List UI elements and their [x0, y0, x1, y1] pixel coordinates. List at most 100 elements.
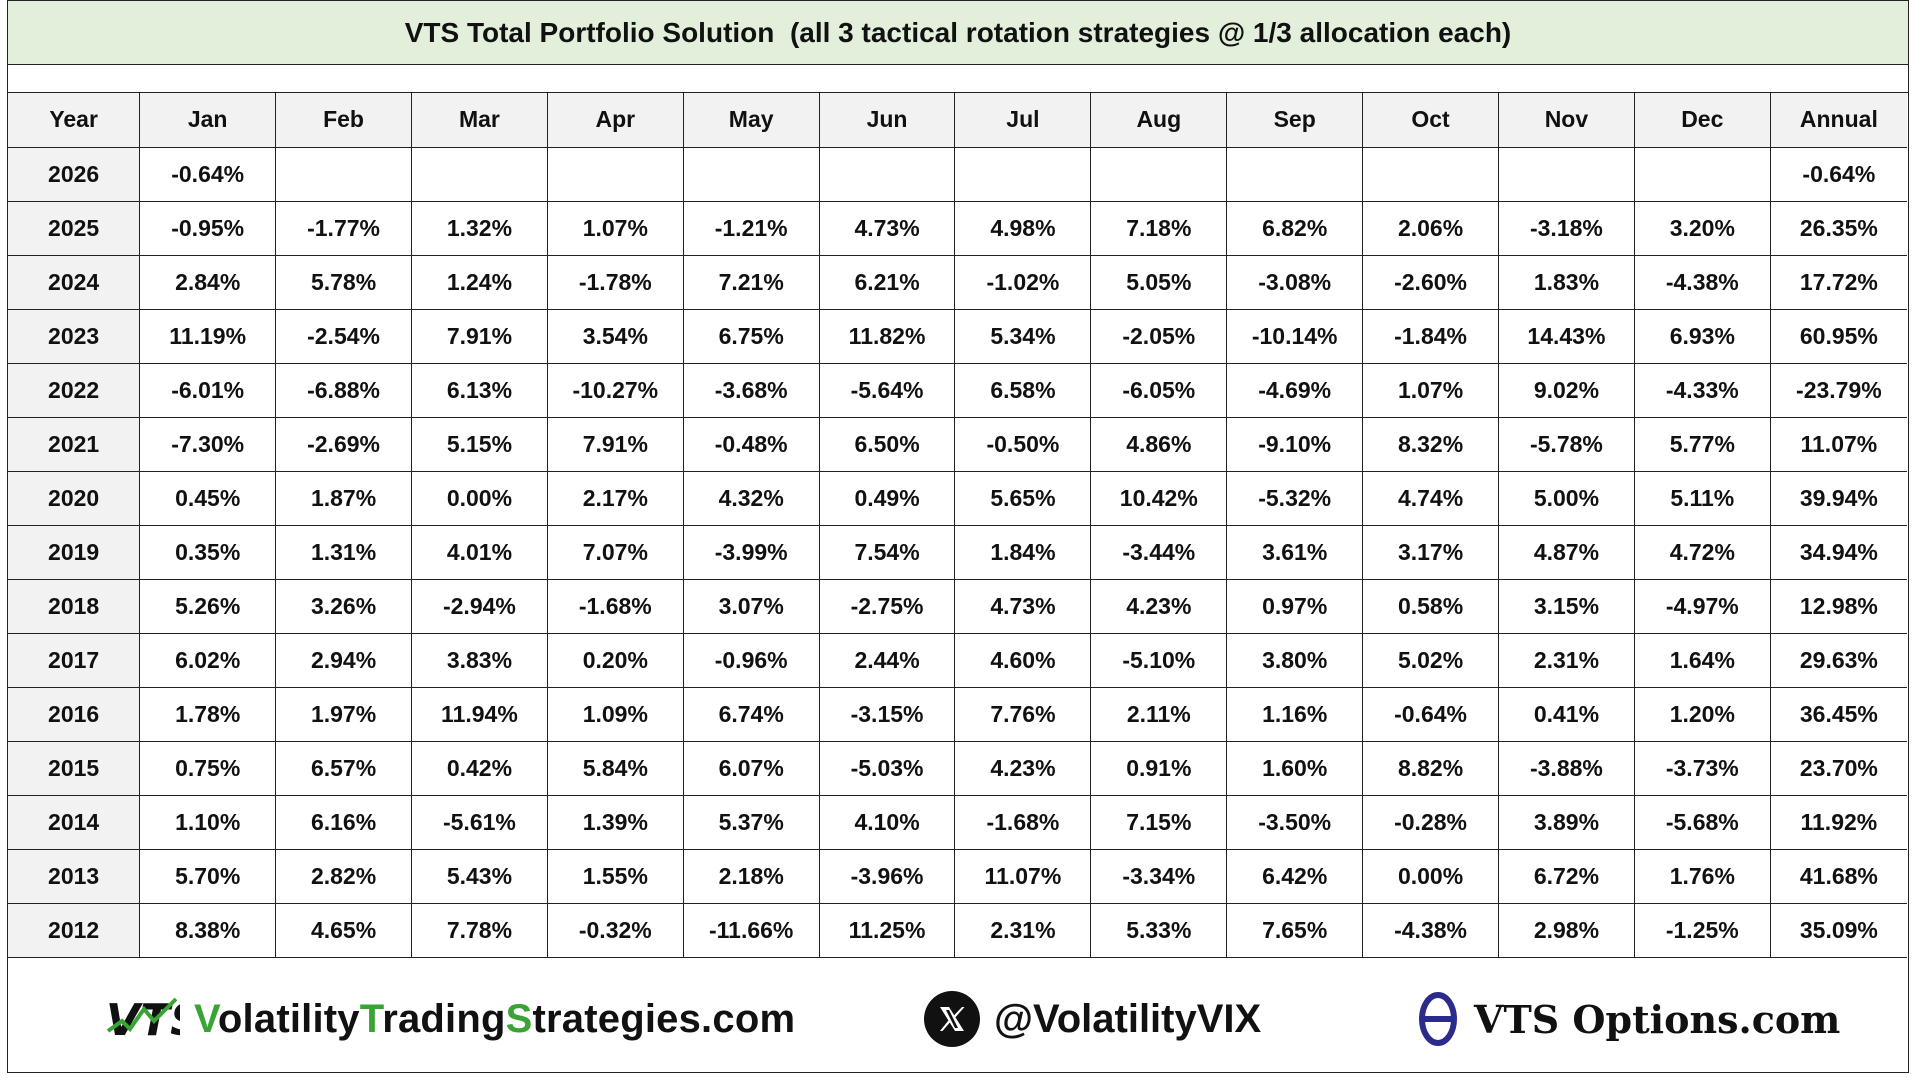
month-cell: 5.15%: [410, 416, 548, 472]
month-cell: 6.02%: [139, 632, 277, 688]
footer: VTS VolatilityTradingStrategies.com @Vol…: [8, 961, 1908, 1073]
month-cell: 8.82%: [1362, 740, 1499, 796]
column-header-nov: Nov: [1497, 93, 1635, 148]
table-row: 2026 -0.64% -0.64%: [8, 146, 1907, 202]
brand-text-part: rading: [382, 996, 506, 1041]
column-header-annual: Annual: [1769, 93, 1907, 148]
table-row: 2020 0.45% 1.87% 0.00% 2.17% 4.32% 0.49% 5.65% 1…: [8, 470, 1907, 526]
brand-text-part: T: [359, 996, 383, 1041]
brand-text-part: olatility: [217, 996, 360, 1041]
month-cell: 4.23%: [1090, 578, 1228, 634]
month-cell: 7.15%: [1090, 794, 1228, 850]
month-cell: 7.91%: [410, 308, 548, 364]
month-cell: 4.86%: [1090, 416, 1228, 472]
column-header-mar: Mar: [410, 93, 548, 148]
table-row: 2023 11.19% -2.54% 7.91% 3.54% 6.75% 11.82% 5.3…: [8, 308, 1907, 364]
month-cell: -5.78%: [1497, 416, 1635, 472]
year-cell: 2014: [8, 794, 141, 850]
month-cell: 2.44%: [818, 632, 956, 688]
month-cell: 1.20%: [1633, 686, 1771, 742]
month-cell: [1633, 146, 1771, 202]
month-cell: 1.32%: [410, 200, 548, 256]
month-cell: 1.76%: [1633, 848, 1771, 904]
table-row: 2016 1.78% 1.97% 11.94% 1.09% 6.74% -3.15% 7.76…: [8, 686, 1907, 742]
month-cell: -1.77%: [275, 200, 412, 256]
column-header-year: Year: [8, 93, 141, 148]
month-cell: 0.91%: [1090, 740, 1228, 796]
month-cell: 4.01%: [410, 524, 548, 580]
month-cell: -3.08%: [1226, 254, 1364, 310]
month-cell: 7.78%: [410, 902, 548, 958]
table-row: 2018 5.26% 3.26% -2.94% -1.68% 3.07% -2.75% 4.7…: [8, 578, 1907, 634]
month-cell: 2.17%: [546, 470, 684, 526]
month-cell: 3.61%: [1226, 524, 1364, 580]
month-cell: 4.73%: [954, 578, 1092, 634]
month-cell: 2.98%: [1497, 902, 1635, 958]
month-cell: 2.94%: [275, 632, 412, 688]
brand-website[interactable]: VolatilityTradingStrategies.com: [194, 997, 795, 1042]
month-cell: 7.21%: [682, 254, 820, 310]
month-cell: 4.74%: [1362, 470, 1499, 526]
month-cell: -3.88%: [1497, 740, 1635, 796]
month-cell: -3.34%: [1090, 848, 1228, 904]
month-cell: 0.49%: [818, 470, 956, 526]
month-cell: 5.33%: [1090, 902, 1228, 958]
month-cell: -4.38%: [1362, 902, 1499, 958]
month-cell: 7.65%: [1226, 902, 1364, 958]
month-cell: 6.58%: [954, 362, 1092, 418]
month-cell: 3.80%: [1226, 632, 1364, 688]
month-cell: 1.24%: [410, 254, 548, 310]
month-cell: 1.64%: [1633, 632, 1771, 688]
month-cell: 9.02%: [1497, 362, 1635, 418]
month-cell: [1362, 146, 1499, 202]
month-cell: 11.25%: [818, 902, 956, 958]
brand-text-part: V: [194, 996, 218, 1041]
month-cell: 6.57%: [275, 740, 412, 796]
month-cell: -1.68%: [546, 578, 684, 634]
month-cell: -2.69%: [275, 416, 412, 472]
annual-cell: 34.94%: [1769, 524, 1907, 580]
month-cell: 3.26%: [275, 578, 412, 634]
x-handle[interactable]: @VolatilityVIX: [924, 991, 1261, 1047]
month-cell: -2.05%: [1090, 308, 1228, 364]
month-cell: 1.31%: [275, 524, 412, 580]
month-cell: -0.32%: [546, 902, 684, 958]
vts-options[interactable]: VTS Options.com: [1416, 991, 1840, 1047]
month-cell: [1226, 146, 1364, 202]
month-cell: -3.18%: [1497, 200, 1635, 256]
month-cell: -0.48%: [682, 416, 820, 472]
brand-text-part: trategies.com: [532, 996, 796, 1041]
month-cell: 2.31%: [954, 902, 1092, 958]
month-cell: -3.99%: [682, 524, 820, 580]
month-cell: 4.87%: [1497, 524, 1635, 580]
month-cell: 7.07%: [546, 524, 684, 580]
month-cell: -2.54%: [275, 308, 412, 364]
vts-options-text: VTS Options.com: [1474, 996, 1841, 1042]
year-cell: 2015: [8, 740, 141, 796]
x-logo-icon: [924, 991, 980, 1047]
year-cell: 2018: [8, 578, 141, 634]
spacer-row: [8, 65, 1908, 93]
annual-cell: 29.63%: [1769, 632, 1907, 688]
month-cell: -0.28%: [1362, 794, 1499, 850]
month-cell: 3.15%: [1497, 578, 1635, 634]
month-cell: -5.64%: [818, 362, 956, 418]
month-cell: 1.16%: [1226, 686, 1364, 742]
month-cell: 6.82%: [1226, 200, 1364, 256]
month-cell: 0.97%: [1226, 578, 1364, 634]
month-cell: 1.78%: [139, 686, 277, 742]
table-row: 2013 5.70% 2.82% 5.43% 1.55% 2.18% -3.96% 11.07…: [8, 848, 1907, 904]
month-cell: -3.15%: [818, 686, 956, 742]
month-cell: -0.50%: [954, 416, 1092, 472]
month-cell: -1.25%: [1633, 902, 1771, 958]
month-cell: 6.42%: [1226, 848, 1364, 904]
month-cell: 3.20%: [1633, 200, 1771, 256]
month-cell: 3.17%: [1362, 524, 1499, 580]
month-cell: -3.73%: [1633, 740, 1771, 796]
table-row: 2015 0.75% 6.57% 0.42% 5.84% 6.07% -5.03% 4.23%…: [8, 740, 1907, 796]
month-cell: -11.66%: [682, 902, 820, 958]
month-cell: 5.11%: [1633, 470, 1771, 526]
table-row: 2024 2.84% 5.78% 1.24% -1.78% 7.21% 6.21% -1.02…: [8, 254, 1907, 310]
month-cell: 6.21%: [818, 254, 956, 310]
month-cell: 5.43%: [410, 848, 548, 904]
